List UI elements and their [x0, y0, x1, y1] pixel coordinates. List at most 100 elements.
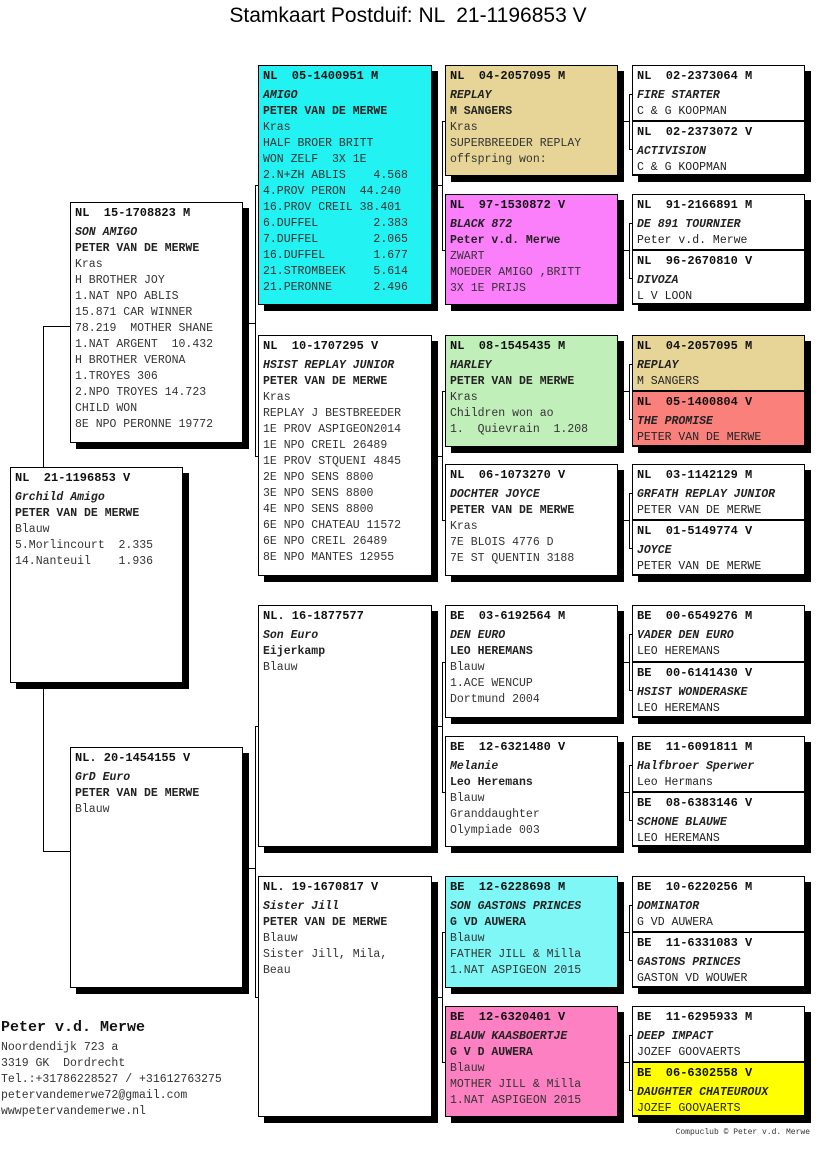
- connector-line: [624, 520, 629, 521]
- detail-line: 14.Nanteuil 1.936: [15, 555, 154, 568]
- detail-line: 7.DUFFEL 2.065: [263, 233, 408, 246]
- ring-number: NL. 19-1670817 V: [263, 880, 379, 894]
- detail-line: WON ZELF 3X 1E: [263, 153, 367, 166]
- ancestor-card-d[interactable]: NL. 20-1454155 V GrD Euro PETER VAN DE MER…: [70, 747, 243, 988]
- ancestor-card-ddds[interactable]: BE 11-6295933 M DEEP IMPACT JOZEF GOOVAERT…: [632, 1006, 805, 1063]
- pigeon-name: AMIGO: [263, 89, 298, 102]
- ring-number: NL 05-1400951 M: [263, 69, 379, 83]
- breeder-name: GASTON VD WOUWER: [637, 972, 748, 985]
- breeder-name: Eijerkamp: [263, 645, 326, 658]
- ancestor-card-ddsd[interactable]: BE 11-6331083 V GASTONS PRINCES GASTON VD …: [632, 932, 805, 988]
- connector-line: [442, 1061, 445, 1063]
- ancestor-card-sdsd[interactable]: NL 05-1400804 V THE PROMISE PETER VAN DE M…: [632, 391, 805, 447]
- ancestor-card-sss[interactable]: NL 04-2057095 M REPLAY M SANGERS Kras SUPERB…: [445, 65, 618, 176]
- ancestor-card-sdss[interactable]: NL 04-2057095 M REPLAY M SANGERS: [632, 335, 805, 392]
- ancestor-card-sds[interactable]: NL 08-1545435 M HARLEY PETER VAN DE MERWE K…: [445, 335, 618, 447]
- owner-address: Noordendijk 723 a: [1, 1041, 119, 1054]
- owner-email[interactable]: petervandemerwe72@gmail.com: [1, 1089, 188, 1102]
- pigeon-name: REPLAY: [450, 89, 492, 102]
- connector-line: [629, 548, 632, 549]
- detail-line: 1.NAT ASPIGEON 2015: [450, 964, 582, 977]
- connector-line: [255, 185, 258, 186]
- pigeon-name: GRFATH REPLAY JUNIOR: [637, 488, 776, 501]
- connector-line: [629, 419, 632, 420]
- breeder-name: JOZEF GOOVAERTS: [637, 1046, 741, 1059]
- ring-number: NL 08-1545435 M: [450, 339, 566, 353]
- connector-line: [629, 764, 630, 820]
- ancestor-card-ssd[interactable]: NL 97-1530872 V BLACK 872 Peter v.d. Merwe…: [445, 194, 618, 305]
- ancestor-card-dddd[interactable]: BE 06-6302558 V DAUGHTER CHATEUROUX JOZEF …: [632, 1062, 805, 1117]
- connector-line: [255, 185, 256, 456]
- ring-number: NL 05-1400804 V: [637, 395, 753, 409]
- pigeon-name: Sister Jill: [263, 900, 339, 913]
- connector-line: [249, 322, 255, 324]
- pigeon-name: SCHONE BLAUWE: [637, 816, 727, 829]
- connector-line: [438, 726, 442, 727]
- pigeon-name: THE PROMISE: [637, 415, 713, 428]
- breeder-name: M SANGERS: [637, 375, 700, 388]
- connector-line: [629, 363, 630, 419]
- detail-line: 2.NPO TROYES 14.723: [75, 386, 207, 399]
- detail-line: 2.N+ZH ABLIS 4.568: [263, 169, 408, 182]
- ancestor-card-ddss[interactable]: BE 10-6220256 M DOMINATOR G VD AUWERA: [632, 876, 805, 933]
- ring-number: BE 06-6302558 V: [637, 1066, 753, 1080]
- ancestor-card-ddd[interactable]: BE 12-6320401 V BLAUW KAASBOERTJE G V D AU…: [445, 1006, 618, 1117]
- connector-line: [629, 93, 630, 149]
- pigeon-name: GrD Euro: [75, 771, 131, 784]
- pigeon-name: ACTIVISION: [637, 145, 707, 158]
- detail-line: Children won ao: [450, 407, 554, 420]
- owner-website[interactable]: wwwpetervandemerwe.nl: [1, 1105, 146, 1118]
- ring-number: BE 10-6220256 M: [637, 880, 753, 894]
- owner-contact-block: Peter v.d. Merwe Noordendijk 723 a 3319 …: [1, 1018, 222, 1120]
- pigeon-name: JOYCE: [637, 544, 672, 557]
- ancestor-card-dss[interactable]: BE 03-6192564 M DEN EURO LEO HEREMANS Blauw…: [445, 605, 618, 718]
- pigeon-name: SON AMIGO: [75, 226, 138, 239]
- ancestor-card-dsdd[interactable]: BE 08-6383146 V SCHONE BLAUWE LEO HEREMANS: [632, 792, 805, 847]
- page-title: Stamkaart Postduif: NL 21-1196853 V: [229, 4, 587, 27]
- ancestor-card-dsds[interactable]: BE 11-6091811 M Halfbroer Sperwer Leo Herm…: [632, 736, 805, 793]
- ancestor-card-dsd[interactable]: BE 12-6321480 V Melanie Leo Heremans Blauw G…: [445, 736, 618, 847]
- ancestor-card-sdds[interactable]: NL 03-1142129 M GRFATH REPLAY JUNIOR PETER…: [632, 464, 805, 521]
- ring-number: NL. 16-1877577: [263, 609, 364, 623]
- pigeon-name: FIRE STARTER: [637, 89, 720, 102]
- connector-line: [629, 1034, 630, 1090]
- ring-number: NL 02-2373064 M: [637, 69, 753, 83]
- connector-line: [629, 492, 630, 548]
- ancestor-card-sssd[interactable]: NL 02-2373072 V ACTIVISION C & G KOOPMAN: [632, 121, 805, 176]
- ring-number: NL 15-1708823 M: [75, 206, 191, 220]
- detail-line: SUPERBREEDER REPLAY: [450, 137, 582, 150]
- pigeon-name: Halfbroer Sperwer: [637, 760, 755, 773]
- ring-number: NL. 20-1454155 V: [75, 751, 191, 765]
- breeder-name: LEO HEREMANS: [637, 832, 720, 845]
- connector-line: [255, 455, 258, 457]
- breeder-name: PETER VAN DE MERWE: [263, 375, 388, 388]
- breeder-name: PETER VAN DE MERWE: [15, 507, 140, 520]
- ancestor-card-sdd[interactable]: NL 06-1073270 V DOCHTER JOYCE PETER VAN DE…: [445, 464, 618, 576]
- subject-pigeon-card[interactable]: NL 21-1196853 V Grchild Amigo PETER VAN DE…: [10, 467, 183, 683]
- detail-line: Blauw: [450, 1062, 485, 1075]
- ancestor-card-ssdd[interactable]: NL 96-2670810 V DIVOZA L V LOON: [632, 250, 805, 305]
- ancestor-card-s[interactable]: NL 15-1708823 M SON AMIGO PETER VAN DE MER…: [70, 202, 243, 443]
- detail-line: 1E PROV STQUENI 4845: [263, 455, 402, 468]
- connector-line: [629, 148, 632, 150]
- ancestor-card-ssss[interactable]: NL 02-2373064 M FIRE STARTER C & G KOOPMAN: [632, 65, 805, 122]
- connector-line: [629, 222, 630, 278]
- pigeon-name: HARLEY: [450, 359, 492, 372]
- ancestor-card-dsss[interactable]: BE 00-6549276 M VADER DEN EURO LEO HEREMAN…: [632, 605, 805, 663]
- ancestor-card-dssd[interactable]: BE 00-6141430 V HSIST WONDERASKE LEO HEREM…: [632, 662, 805, 718]
- ancestor-card-ssds[interactable]: NL 91-2166891 M DE 891 TOURNIER Peter v.d.…: [632, 194, 805, 251]
- ancestor-card-ss[interactable]: NL 05-1400951 M AMIGO PETER VAN DE MERWE Kr…: [258, 65, 432, 305]
- ancestor-card-dd[interactable]: NL. 19-1670817 V Sister Jill PETER VAN DE …: [258, 876, 432, 1117]
- ancestor-card-sddd[interactable]: NL 01-5149774 V JOYCE PETER VAN DE MERWE: [632, 520, 805, 576]
- ancestor-card-ds[interactable]: NL. 16-1877577 Son Euro Eijerkamp Blauw: [258, 605, 432, 847]
- ancestor-card-sd[interactable]: NL 10-1707295 V HSIST REPLAY JUNIOR PETER …: [258, 335, 432, 576]
- detail-line: 8E NPO MANTES 12955: [263, 551, 395, 564]
- connector-line: [442, 520, 445, 521]
- ancestor-card-dds[interactable]: BE 12-6228698 M SON GASTONS PRINCES G VD A…: [445, 876, 618, 988]
- ring-number: BE 00-6549276 M: [637, 609, 753, 623]
- connector-line: [438, 996, 442, 998]
- detail-line: Blauw: [263, 661, 298, 674]
- connector-line: [624, 391, 629, 392]
- pigeon-name: GASTONS PRINCES: [637, 956, 741, 969]
- breeder-name: Leo Heremans: [450, 776, 533, 789]
